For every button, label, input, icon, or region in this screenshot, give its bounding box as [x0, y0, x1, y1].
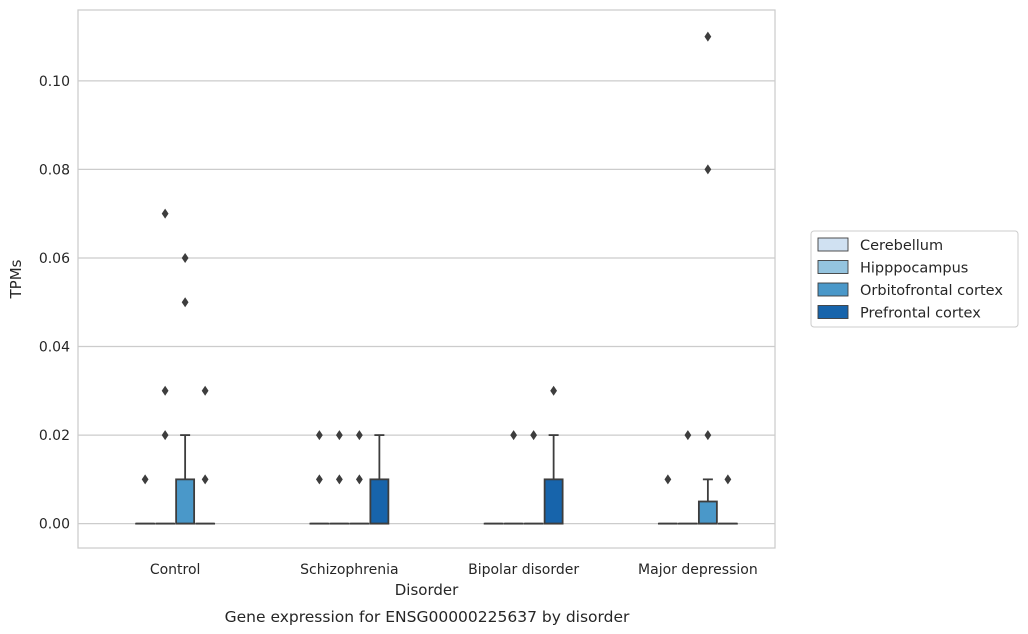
- legend-entry: Cerebellum: [860, 238, 943, 254]
- outlier-point: [315, 474, 323, 485]
- outlier-point: [141, 474, 149, 485]
- box-series: [135, 31, 738, 525]
- outlier-point: [201, 385, 209, 396]
- legend-frame: [810, 230, 1019, 328]
- legend-entry: Orbitofrontal cortex: [860, 283, 1003, 299]
- outlier-point: [704, 164, 712, 175]
- outlier-point: [181, 252, 189, 263]
- box-body: [369, 478, 390, 525]
- outlier-point: [355, 430, 363, 441]
- plot-area: [77, 9, 776, 549]
- y-tick-label: 0.02: [39, 428, 70, 444]
- outlier-point: [664, 474, 672, 485]
- box-cerebellum: [309, 430, 330, 525]
- box-orbitofrontal-cortex: [175, 252, 196, 525]
- box-body: [697, 500, 718, 525]
- y-tick-labels: 0.00 0.02 0.04 0.06 0.08 0.10: [39, 74, 70, 533]
- y-tick-label: 0.06: [39, 251, 70, 267]
- outlier-point: [335, 474, 343, 485]
- y-axis-label: TPMs: [7, 259, 25, 299]
- outlier-point: [335, 430, 343, 441]
- outlier-point: [724, 474, 732, 485]
- y-tick-label: 0.10: [39, 74, 70, 90]
- outlier-point: [704, 31, 712, 42]
- x-tick-label: Control: [150, 562, 201, 578]
- legend-entry: Prefrontal cortex: [860, 306, 981, 322]
- x-tick-label: Schizophrenia: [300, 562, 398, 578]
- box-hipppocampus: [155, 208, 176, 525]
- outlier-point: [181, 297, 189, 308]
- outlier-point: [530, 430, 538, 441]
- x-tick-label: Major depression: [638, 562, 758, 578]
- x-axis-label: Disorder: [395, 581, 459, 599]
- box-cerebellum: [135, 474, 156, 525]
- outlier-point: [355, 474, 363, 485]
- x-tick-labels: Control Schizophrenia Bipolar disorder Majo…: [150, 562, 758, 578]
- legend-swatch: [817, 305, 849, 319]
- box-orbitofrontal-cortex: [523, 430, 544, 525]
- box-cerebellum: [657, 474, 678, 525]
- outlier-point: [684, 430, 692, 441]
- box-prefrontal-cortex: [543, 385, 564, 525]
- box-hipppocampus: [503, 430, 524, 525]
- box-body: [543, 478, 564, 525]
- box-prefrontal-cortex: [195, 385, 216, 525]
- y-tick-label: 0.00: [39, 517, 70, 533]
- box-orbitofrontal-cortex: [697, 31, 718, 525]
- legend: Cerebellum Hipppocampus Orbitofrontal cort…: [810, 230, 1019, 328]
- chart-caption: Gene expression for ENSG00000225637 by d…: [225, 608, 630, 626]
- outlier-point: [161, 430, 169, 441]
- outlier-point: [550, 385, 558, 396]
- y-tick-label: 0.08: [39, 162, 70, 178]
- outlier-point: [161, 385, 169, 396]
- legend-swatch: [817, 260, 849, 274]
- box-body: [175, 478, 196, 525]
- legend-swatch: [817, 237, 849, 252]
- x-tick-label: Bipolar disorder: [468, 562, 579, 578]
- box-prefrontal-cortex: [369, 434, 390, 525]
- box-hipppocampus: [677, 430, 698, 525]
- outlier-point: [315, 430, 323, 441]
- outlier-point: [510, 430, 518, 441]
- box-orbitofrontal-cortex: [349, 430, 370, 525]
- legend-entry: Hipppocampus: [860, 261, 968, 277]
- box-hipppocampus: [329, 430, 350, 525]
- y-tick-label: 0.04: [39, 340, 70, 356]
- outlier-point: [704, 430, 712, 441]
- legend-swatch: [817, 282, 849, 297]
- outlier-point: [161, 208, 169, 219]
- outlier-point: [201, 474, 209, 485]
- box-prefrontal-cortex: [717, 474, 738, 525]
